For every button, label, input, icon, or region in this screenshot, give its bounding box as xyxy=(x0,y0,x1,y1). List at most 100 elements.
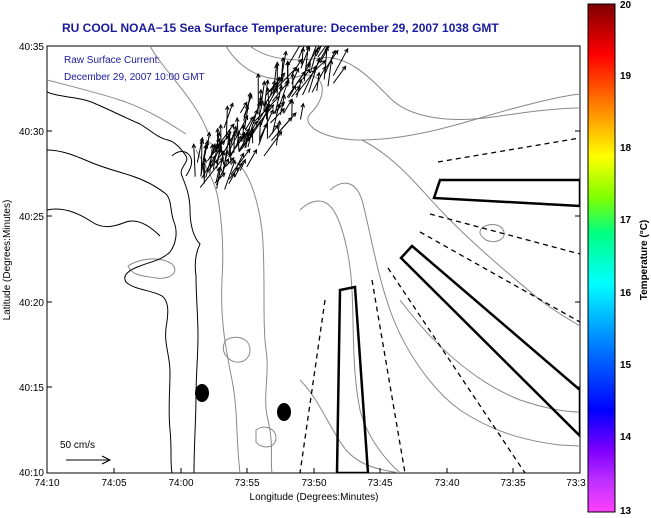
current-vector-head xyxy=(271,79,276,85)
x-tick-label: 73:3 xyxy=(566,478,586,489)
current-vector xyxy=(200,140,203,175)
current-vector xyxy=(244,132,251,149)
current-vector xyxy=(301,68,311,80)
current-vector-head xyxy=(269,104,275,110)
current-vector-head xyxy=(235,116,240,122)
current-vector xyxy=(272,101,285,115)
current-vector xyxy=(307,46,317,69)
current-vector xyxy=(202,162,205,184)
current-vector-head xyxy=(252,148,258,154)
current-vector-head xyxy=(306,68,311,74)
current-vector-head xyxy=(232,125,238,131)
current-vector-head xyxy=(261,80,267,86)
bathymetry-patch-2 xyxy=(222,336,251,363)
x-tick-label: 73:55 xyxy=(234,478,259,489)
current-vector-head xyxy=(266,103,271,109)
current-vector xyxy=(193,144,196,177)
dashed-line-2 xyxy=(371,279,406,473)
current-vector-head xyxy=(258,96,263,102)
x-axis-label: Longitude (Degrees:Minutes) xyxy=(250,492,379,503)
current-time: December 29, 2007 10:00 GMT xyxy=(64,72,205,83)
current-vector-head xyxy=(283,50,288,56)
current-vector xyxy=(203,158,206,179)
current-vector-head xyxy=(247,92,252,98)
current-vector xyxy=(215,158,229,186)
current-vector-head xyxy=(269,108,274,115)
bathymetry-patch-1 xyxy=(127,258,176,279)
current-vector xyxy=(332,48,349,76)
current-vector xyxy=(270,80,276,96)
current-vector xyxy=(228,173,236,185)
current-vector-head xyxy=(229,157,235,162)
current-vector-head xyxy=(306,62,311,68)
current-vector xyxy=(319,46,330,64)
colorbar-tick: 16 xyxy=(620,288,632,299)
current-vector xyxy=(207,142,222,162)
colorbar-tick: 20 xyxy=(620,0,632,11)
current-vector xyxy=(207,150,225,173)
current-vector xyxy=(327,60,332,87)
current-vector xyxy=(309,48,318,74)
x-tick-label: 73:35 xyxy=(500,478,525,489)
y-tick-label: 40:15 xyxy=(19,383,44,394)
current-vector-head xyxy=(246,131,252,137)
current-vector xyxy=(291,85,301,98)
current-vector xyxy=(291,68,299,84)
current-vector-head xyxy=(249,127,254,133)
current-vector xyxy=(246,149,257,168)
x-tick-label: 73:50 xyxy=(301,478,326,489)
current-vector-head xyxy=(285,60,290,66)
bathymetry-contour-outer xyxy=(225,46,580,141)
current-vector-head xyxy=(265,79,270,85)
current-vector xyxy=(202,144,207,161)
current-vector xyxy=(280,51,287,80)
current-vector-head xyxy=(206,131,212,137)
current-vector-head xyxy=(341,65,347,71)
current-vector xyxy=(201,155,216,179)
current-vector xyxy=(215,147,222,164)
current-vector-head xyxy=(255,72,261,78)
current-vector xyxy=(244,116,254,131)
current-vector xyxy=(267,88,270,105)
zone-box-east xyxy=(432,178,580,208)
current-vector-head xyxy=(224,157,230,163)
current-vector-head xyxy=(256,100,262,106)
x-axis: 74:10 74:05 74:00 73:55 73:50 73:45 73:4… xyxy=(34,468,586,489)
bathymetry-patch-3 xyxy=(255,426,277,448)
current-vector-head xyxy=(218,123,224,129)
current-vector xyxy=(272,77,280,96)
figure-title: RU COOL NOAA−15 Sea Surface Temperature:… xyxy=(62,21,499,35)
current-vector xyxy=(257,101,264,124)
current-vector xyxy=(234,162,243,178)
current-vector xyxy=(259,104,270,128)
current-vector xyxy=(300,46,310,69)
current-vector xyxy=(212,132,220,170)
current-vector-head xyxy=(220,140,226,146)
current-vector xyxy=(223,103,234,128)
current-vector xyxy=(311,66,327,93)
colorbar-tick: 17 xyxy=(620,215,632,226)
current-vector-head xyxy=(321,59,326,65)
current-vector-head xyxy=(265,86,271,92)
current-vector xyxy=(230,148,251,175)
current-vector xyxy=(224,160,236,190)
current-vector-head xyxy=(295,67,300,73)
current-vector-head xyxy=(263,100,269,106)
y-tick-label: 40:20 xyxy=(19,298,44,309)
current-vector-head xyxy=(199,139,205,145)
current-vector-head xyxy=(328,59,334,65)
current-vector-head xyxy=(253,120,258,126)
current-vector-head xyxy=(249,116,254,122)
y-axis-label: Latitude (Degrees:Minutes) xyxy=(2,200,13,321)
dashed-line-5 xyxy=(429,213,580,255)
colorbar-tick: 15 xyxy=(620,360,632,371)
current-vector xyxy=(229,115,249,150)
current-vector xyxy=(301,47,304,65)
current-vector-head xyxy=(304,40,307,44)
current-vector-head xyxy=(232,129,237,135)
current-vector-head xyxy=(280,101,286,107)
y-tick-label: 40:35 xyxy=(19,42,44,53)
current-vector xyxy=(268,124,279,138)
current-vector xyxy=(235,153,244,168)
